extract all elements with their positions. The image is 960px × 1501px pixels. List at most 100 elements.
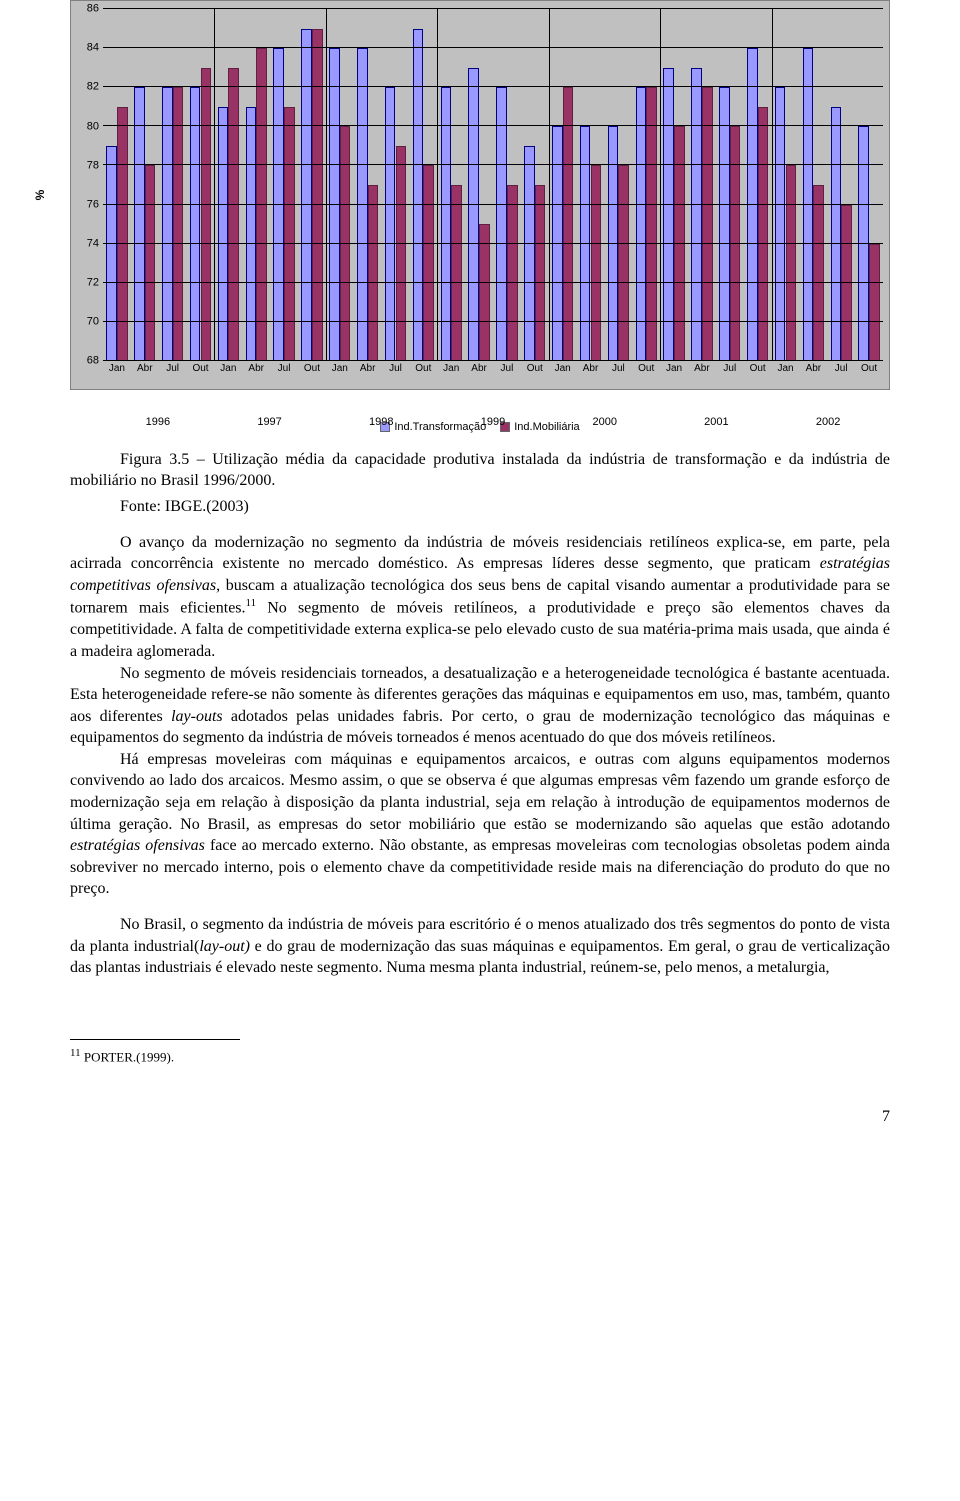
bar-mobiliaria [841, 205, 852, 361]
x-month-label: Jul [835, 362, 848, 376]
bar-transformacao [246, 107, 257, 361]
y-axis-label: % [32, 190, 48, 201]
footnote-ref-11: 11 [246, 597, 257, 609]
x-month-label: Abr [806, 362, 822, 376]
x-year-label: 1998 [369, 415, 393, 430]
footnote-separator [70, 1039, 240, 1040]
x-month-label: Jan [443, 362, 459, 376]
bar-mobiliaria [479, 224, 490, 361]
bar-mobiliaria [869, 244, 880, 361]
gridline [103, 204, 883, 205]
paragraph-3: Há empresas moveleiras com máquinas e eq… [70, 749, 890, 900]
bar-transformacao [106, 146, 117, 361]
bar-transformacao [413, 29, 424, 361]
bar-mobiliaria [368, 185, 379, 361]
x-month-label: Jan [666, 362, 682, 376]
figure-caption: Figura 3.5 – Utilização média da capacid… [70, 449, 890, 492]
chart-year-axis: 1996199719981999200020012002 [102, 398, 884, 416]
bar-transformacao [301, 29, 312, 361]
bar-mobiliaria [396, 146, 407, 361]
x-month-label: Jan [777, 362, 793, 376]
gridline [103, 47, 883, 48]
bar-transformacao [663, 68, 674, 361]
gridline [103, 164, 883, 165]
gridline [103, 86, 883, 87]
bar-transformacao [218, 107, 229, 361]
bar-transformacao [273, 48, 284, 361]
page-number: 7 [70, 1106, 890, 1128]
x-month-label: Jan [555, 362, 571, 376]
y-tick-label: 86 [75, 2, 99, 17]
bar-transformacao [691, 68, 702, 361]
bar-transformacao [357, 48, 368, 361]
bar-mobiliaria [730, 126, 741, 361]
bar-mobiliaria [813, 185, 824, 361]
x-year-label: 2001 [704, 415, 728, 430]
bar-transformacao [831, 107, 842, 361]
y-tick-label: 76 [75, 197, 99, 212]
year-separator [214, 9, 215, 361]
x-month-label: Jan [109, 362, 125, 376]
y-tick-label: 80 [75, 119, 99, 134]
x-year-label: 1996 [146, 415, 170, 430]
year-separator [549, 9, 550, 361]
x-year-label: 1999 [481, 415, 505, 430]
bar-mobiliaria [423, 165, 434, 361]
gridline [103, 321, 883, 322]
y-tick-label: 74 [75, 236, 99, 251]
bar-mobiliaria [145, 165, 156, 361]
x-year-label: 1997 [257, 415, 281, 430]
paragraph-2: No segmento de móveis residenciais torne… [70, 663, 890, 749]
x-month-label: Out [527, 362, 543, 376]
bar-mobiliaria [451, 185, 462, 361]
bar-transformacao [524, 146, 535, 361]
gridline [103, 125, 883, 126]
x-month-label: Out [750, 362, 766, 376]
bar-mobiliaria [507, 185, 518, 361]
bar-mobiliaria [228, 68, 239, 361]
capacity-utilization-bar-chart: % 68707274767880828486JanAbrJulOutJanAbr… [70, 0, 890, 390]
bar-mobiliaria [535, 185, 546, 361]
x-month-label: Out [304, 362, 320, 376]
y-tick-label: 82 [75, 80, 99, 95]
figure-source: Fonte: IBGE.(2003) [70, 496, 890, 518]
bar-mobiliaria [201, 68, 212, 361]
bar-mobiliaria [340, 126, 351, 361]
bar-transformacao [608, 126, 619, 361]
bar-mobiliaria [674, 126, 685, 361]
bar-transformacao [858, 126, 869, 361]
x-month-label: Out [415, 362, 431, 376]
x-month-label: Out [638, 362, 654, 376]
x-month-label: Jul [612, 362, 625, 376]
bar-mobiliaria [758, 107, 769, 361]
bar-mobiliaria [117, 107, 128, 361]
bar-transformacao [747, 48, 758, 361]
x-month-label: Abr [137, 362, 153, 376]
y-tick-label: 78 [75, 158, 99, 173]
x-month-label: Jul [501, 362, 514, 376]
paragraph-1: O avanço da modernização no segmento da … [70, 532, 890, 663]
y-tick-label: 84 [75, 41, 99, 56]
year-separator [660, 9, 661, 361]
bar-transformacao [329, 48, 340, 361]
bar-mobiliaria [284, 107, 295, 361]
legend-label-2: Ind.Mobiliária [514, 420, 579, 435]
x-month-label: Jan [332, 362, 348, 376]
x-month-label: Jul [278, 362, 291, 376]
x-year-label: 2002 [816, 415, 840, 430]
year-separator [772, 9, 773, 361]
x-month-label: Jan [220, 362, 236, 376]
bar-mobiliaria [256, 48, 267, 361]
gridline [103, 282, 883, 283]
bar-mobiliaria [591, 165, 602, 361]
legend-item-mobiliaria: Ind.Mobiliária [500, 420, 579, 435]
x-month-label: Jul [389, 362, 402, 376]
x-month-label: Jul [723, 362, 736, 376]
bar-mobiliaria [786, 165, 797, 361]
y-tick-label: 68 [75, 354, 99, 369]
x-month-label: Abr [248, 362, 264, 376]
x-month-label: Out [192, 362, 208, 376]
x-month-label: Jul [166, 362, 179, 376]
y-tick-label: 70 [75, 314, 99, 329]
year-separator [437, 9, 438, 361]
